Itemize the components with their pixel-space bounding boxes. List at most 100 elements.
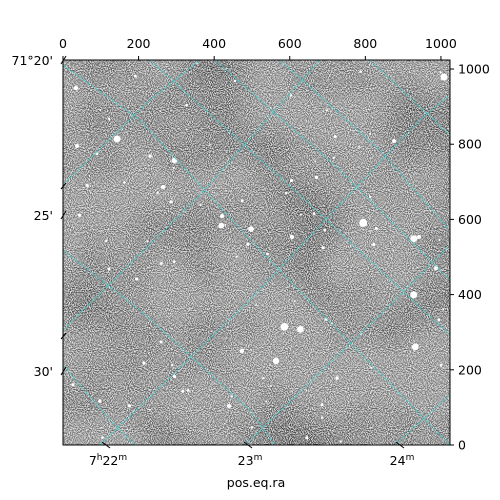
star: [246, 242, 250, 246]
star: [172, 260, 176, 264]
x-axis-label: pos.eq.ra: [227, 475, 285, 490]
star: [410, 235, 418, 243]
star: [374, 226, 378, 230]
star: [297, 326, 304, 333]
ra-tick-mark: [395, 441, 405, 449]
right-tick-label: 800: [458, 137, 482, 152]
dec-tick-label: 71°20': [12, 53, 54, 68]
grid-line: [214, 60, 450, 281]
star: [113, 135, 121, 143]
star: [321, 416, 324, 419]
right-tick-label: 400: [458, 287, 482, 302]
star: [230, 395, 233, 398]
dec-tick-mark: [60, 366, 67, 376]
star: [148, 154, 152, 158]
star: [160, 262, 163, 265]
dec-tick-mark: [60, 332, 67, 340]
dec-tick-label: 25': [34, 208, 53, 223]
star: [142, 361, 146, 365]
star: [199, 203, 202, 206]
star: [280, 322, 289, 331]
star: [101, 436, 104, 439]
star: [392, 139, 396, 143]
grid-line: [394, 394, 450, 445]
left-dec-ticks: 71°20' 25' 30': [12, 53, 67, 379]
star: [440, 73, 448, 81]
star: [123, 181, 126, 184]
star: [269, 385, 272, 387]
star: [161, 185, 165, 189]
star: [248, 226, 254, 232]
star: [333, 135, 337, 139]
star: [285, 191, 288, 195]
star: [239, 348, 245, 354]
star: [437, 318, 441, 321]
star: [73, 85, 79, 91]
star: [289, 178, 294, 183]
star: [438, 239, 441, 241]
star: [227, 404, 231, 408]
star: [255, 304, 257, 306]
ra-tick-mark: [243, 441, 253, 449]
star: [250, 426, 254, 429]
star: [266, 252, 269, 256]
star: [262, 377, 265, 380]
star: [339, 440, 342, 443]
star: [107, 267, 111, 271]
star: [434, 266, 438, 270]
grid-line: [63, 64, 450, 445]
star: [220, 214, 224, 218]
star: [272, 357, 280, 365]
coordinate-grid: [63, 60, 450, 445]
dec-tick-label: 30': [34, 364, 53, 379]
star: [411, 343, 419, 351]
star: [233, 79, 237, 83]
star: [108, 117, 111, 121]
star: [181, 389, 185, 393]
star: [99, 109, 102, 112]
star: [293, 300, 296, 302]
star: [369, 195, 372, 199]
star: [172, 167, 175, 169]
star: [312, 212, 316, 216]
grid-line: [63, 60, 321, 331]
star: [148, 408, 151, 411]
star: [265, 400, 268, 403]
star: [169, 200, 173, 204]
top-tick-label: 0: [59, 36, 67, 51]
dec-tick-mark: [60, 55, 67, 65]
star: [185, 103, 188, 107]
bottom-ra-ticks: 7h22m 23m 24m: [89, 441, 415, 468]
star: [135, 277, 139, 281]
ra-tick-label: 24m: [390, 453, 415, 468]
star: [410, 291, 418, 299]
right-pixel-ticks: 0 200 400 600 800 1000: [450, 62, 490, 453]
grid-line: [63, 364, 136, 445]
star: [370, 366, 373, 369]
top-tick-label: 400: [202, 36, 226, 51]
star: [75, 144, 79, 148]
grid-line: [99, 94, 450, 445]
ra-tick-label: 7h22m: [89, 453, 127, 468]
star: [133, 74, 137, 78]
grid-line: [279, 60, 450, 231]
star: [372, 243, 376, 247]
star: [314, 160, 317, 163]
star-field: [71, 61, 448, 443]
top-pixel-ticks: 0 200 400 600 800 1000: [59, 36, 457, 60]
star: [314, 175, 319, 180]
star: [321, 246, 325, 250]
plot-frame: [62, 59, 451, 446]
star: [240, 199, 244, 203]
star: [442, 308, 445, 311]
star: [156, 191, 159, 194]
star: [289, 94, 293, 97]
star: [439, 363, 443, 367]
star: [209, 144, 211, 146]
star: [358, 145, 360, 148]
star: [235, 255, 238, 258]
star: [98, 399, 102, 403]
star: [171, 364, 174, 367]
star: [369, 133, 372, 135]
star: [326, 109, 328, 112]
